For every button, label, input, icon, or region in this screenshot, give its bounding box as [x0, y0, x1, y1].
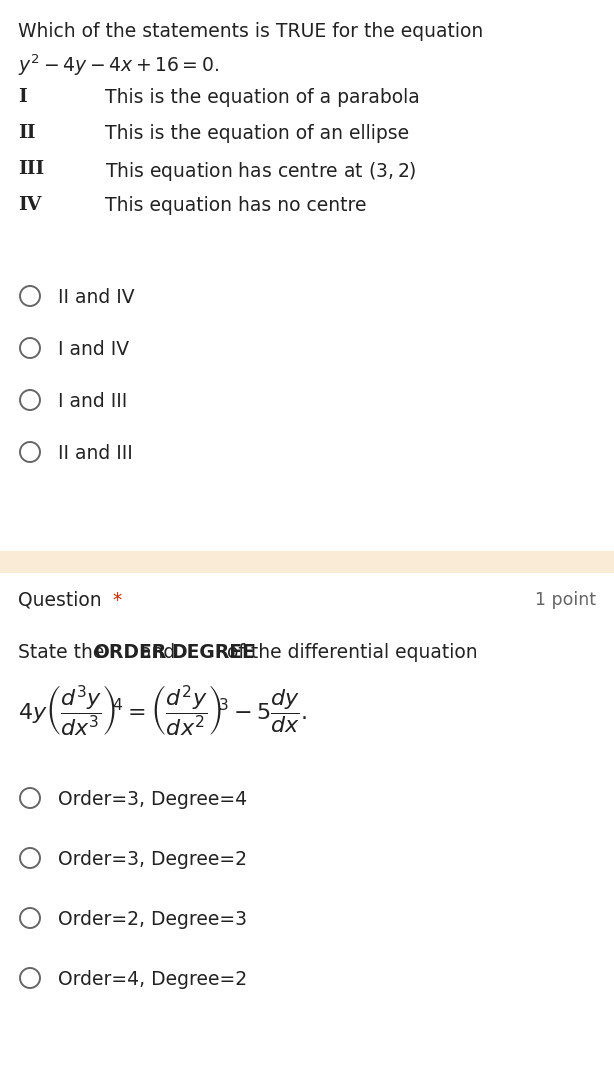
Text: of the differential equation: of the differential equation [220, 643, 477, 662]
Text: Which of the statements is TRUE for the equation: Which of the statements is TRUE for the … [18, 22, 483, 41]
Text: I and III: I and III [58, 392, 127, 411]
Text: *: * [112, 591, 121, 610]
Text: IV: IV [18, 196, 41, 214]
Text: Order=3, Degree=2: Order=3, Degree=2 [58, 850, 247, 869]
Text: Order=2, Degree=3: Order=2, Degree=3 [58, 910, 247, 928]
Text: This equation has no centre: This equation has no centre [105, 196, 367, 215]
Text: DEGREE: DEGREE [171, 643, 255, 662]
Text: I and IV: I and IV [58, 340, 129, 359]
Text: This is the equation of a parabola: This is the equation of a parabola [105, 88, 420, 107]
Text: This equation has centre at $(3,2)$: This equation has centre at $(3,2)$ [105, 160, 416, 183]
Text: II and III: II and III [58, 445, 133, 463]
Text: Order=4, Degree=2: Order=4, Degree=2 [58, 970, 247, 989]
Text: II and IV: II and IV [58, 288, 134, 307]
Text: ORDER: ORDER [93, 643, 166, 662]
Text: I: I [18, 88, 27, 106]
Text: This is the equation of an ellipse: This is the equation of an ellipse [105, 124, 409, 143]
Text: $4y\left(\dfrac{d^3y}{dx^3}\right)^{\!\!4}=\left(\dfrac{d^2y}{dx^2}\right)^{\!\!: $4y\left(\dfrac{d^3y}{dx^3}\right)^{\!\!… [18, 683, 307, 739]
Text: $y^2 - 4y - 4x + 16 = 0$.: $y^2 - 4y - 4x + 16 = 0$. [18, 52, 219, 78]
Text: Order=3, Degree=4: Order=3, Degree=4 [58, 790, 247, 809]
Text: and: and [134, 643, 181, 662]
Text: III: III [18, 160, 44, 178]
Bar [0, 551, 614, 574]
Text: Question: Question [18, 591, 102, 610]
Text: II: II [18, 124, 36, 142]
Text: State the: State the [18, 643, 111, 662]
Text: 1 point: 1 point [535, 591, 596, 609]
